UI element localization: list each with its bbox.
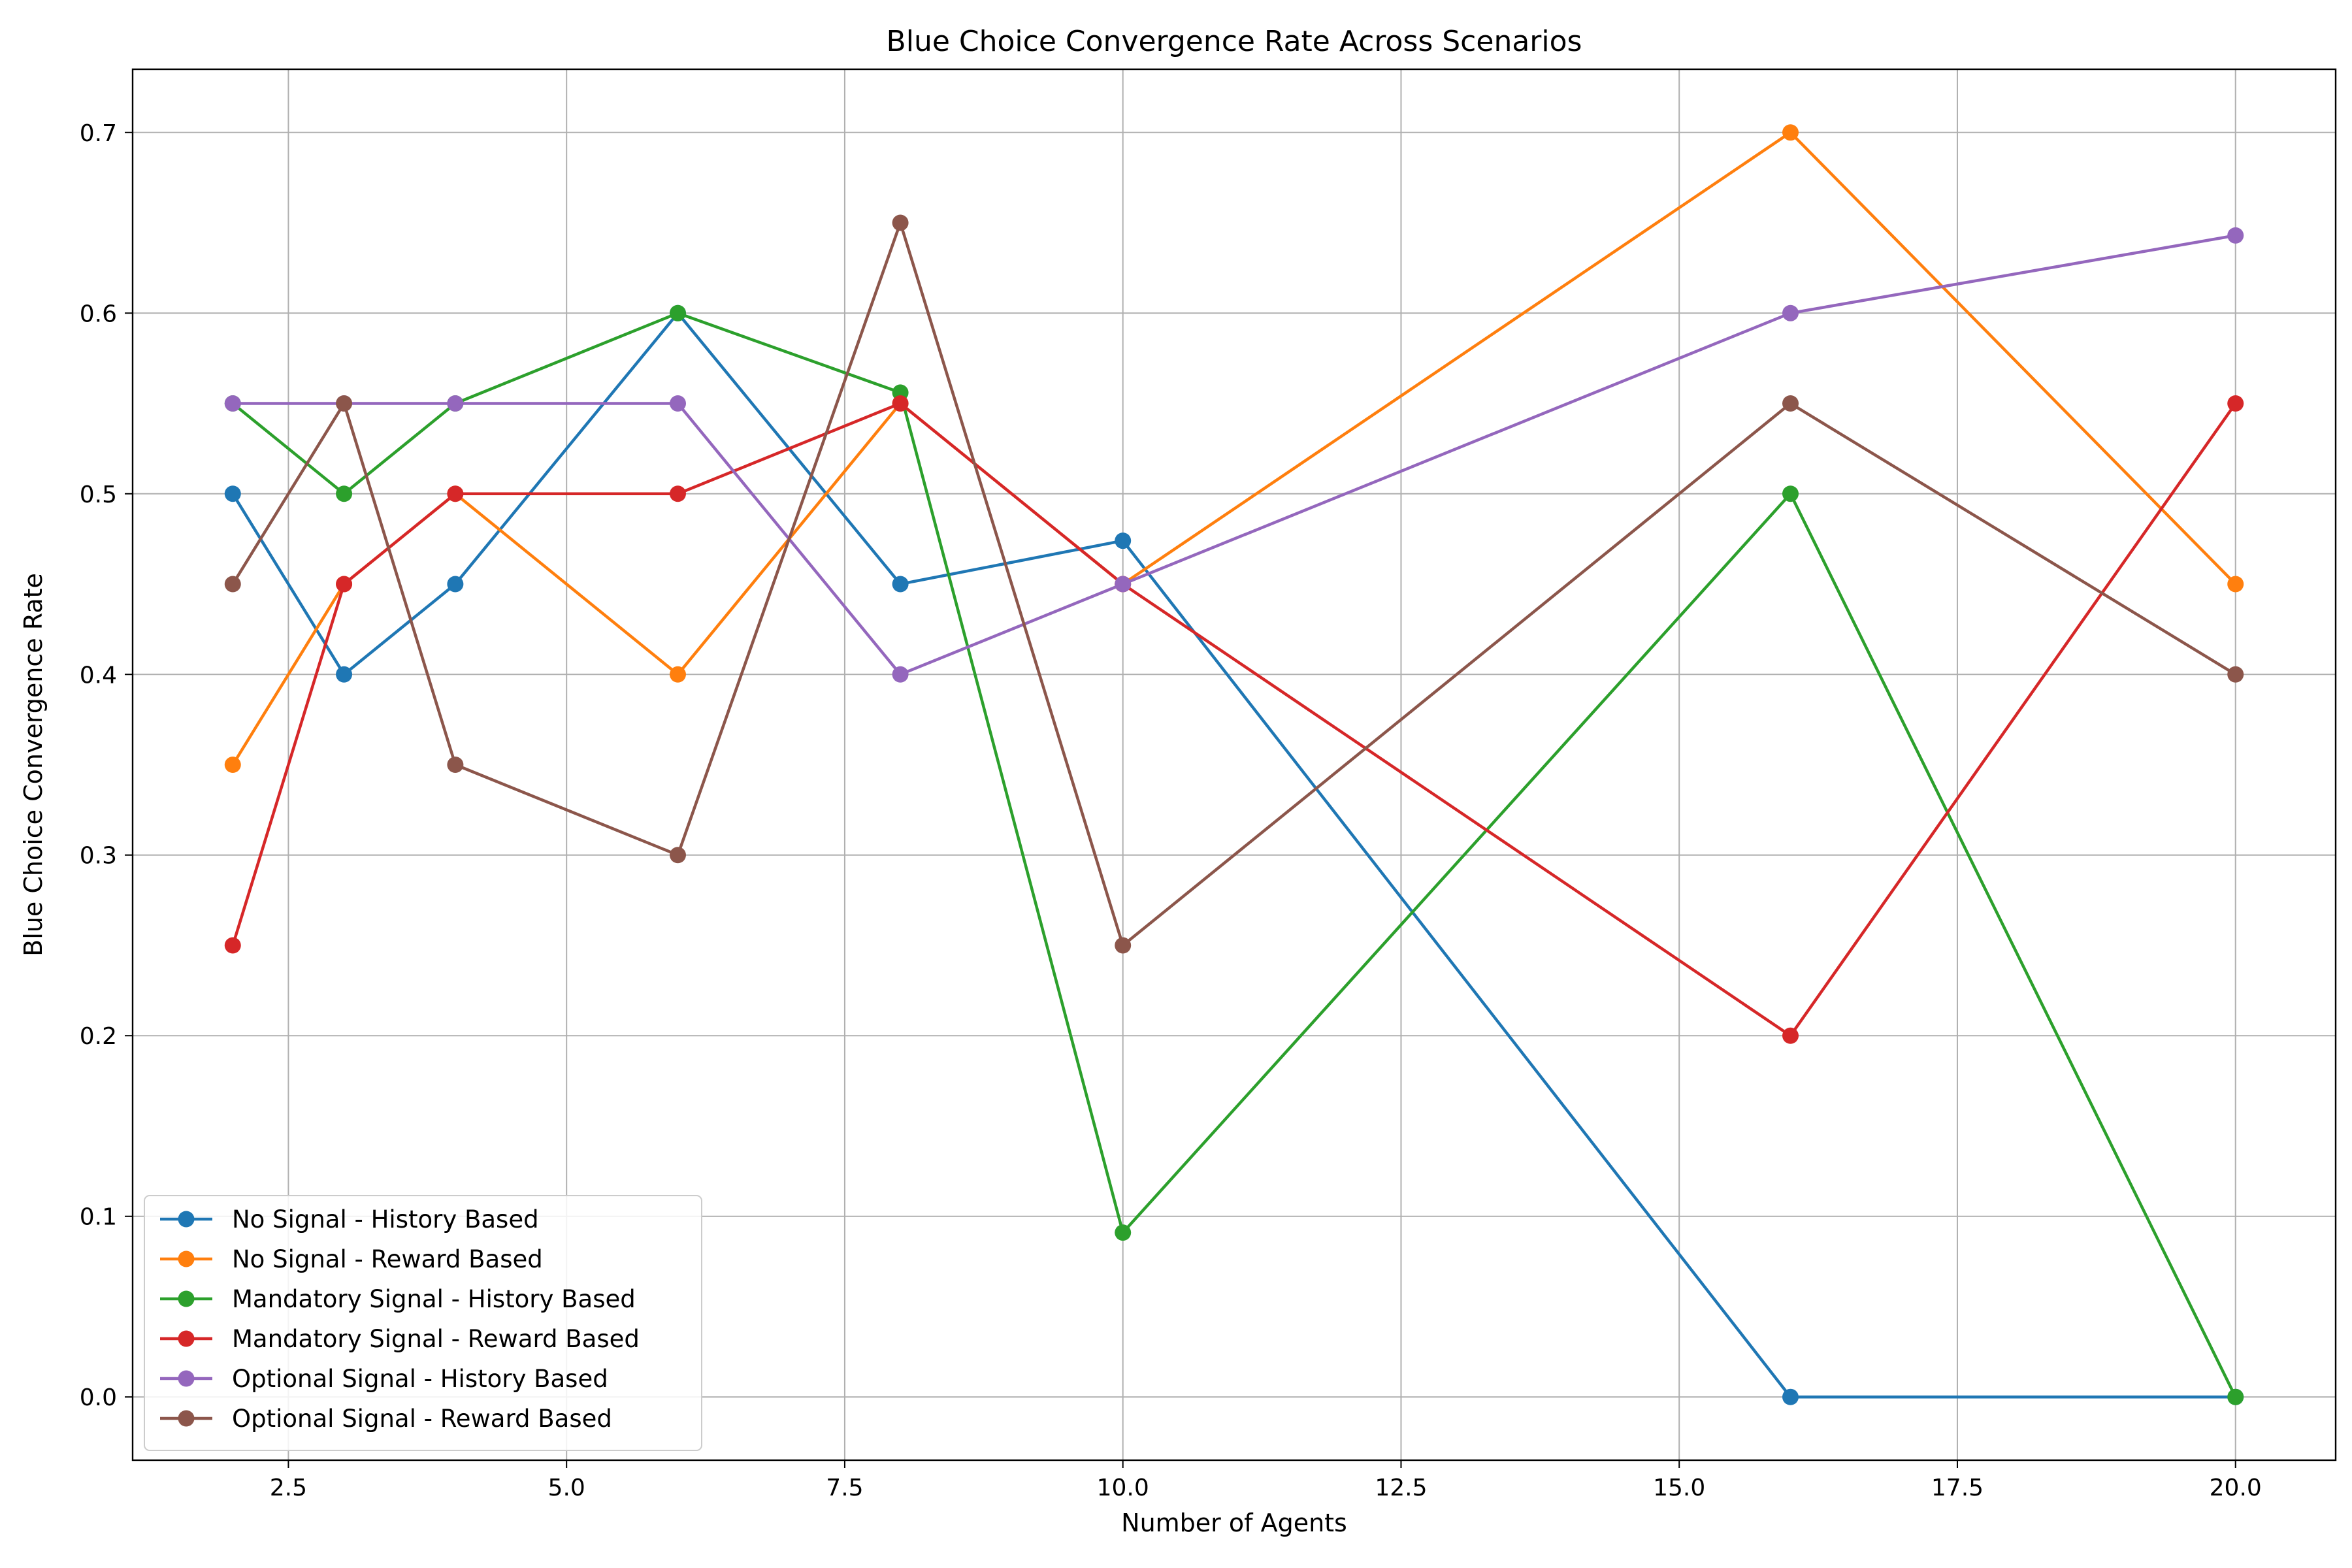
- legend-swatch-marker: [178, 1290, 195, 1307]
- data-point: [1782, 1027, 1799, 1044]
- data-point: [224, 757, 241, 773]
- series-layer: [224, 124, 2244, 1405]
- legend: No Signal - History Based No Signal - Rew…: [144, 1195, 702, 1451]
- legend-swatch-marker: [178, 1370, 195, 1387]
- x-tick-label: 12.5: [1375, 1475, 1427, 1501]
- series-line: [231, 221, 2236, 947]
- data-point: [336, 485, 353, 502]
- data-point: [447, 485, 464, 502]
- axis-ticks: 2.5 5.0 7.5 10.0 12.5 15.0 17.5 20.0 0.0 0.1 0.2 0.…: [80, 120, 2262, 1501]
- data-point: [1782, 485, 1799, 502]
- data-point: [2227, 1388, 2244, 1405]
- x-tick-label: 2.5: [270, 1475, 307, 1501]
- data-point: [669, 304, 686, 321]
- series-line: [231, 402, 2237, 1037]
- x-tick-label: 10.0: [1097, 1475, 1149, 1501]
- data-point: [669, 847, 686, 864]
- data-point: [2227, 576, 2244, 593]
- y-tick-label: 0.5: [80, 482, 117, 508]
- data-point: [336, 395, 353, 412]
- data-point: [336, 576, 353, 593]
- y-tick-label: 0.1: [80, 1204, 117, 1231]
- y-tick-label: 0.4: [80, 662, 117, 689]
- y-tick-label: 0.3: [80, 843, 117, 870]
- y-tick-label: 0.6: [80, 301, 117, 327]
- y-tick-label: 0.2: [80, 1023, 117, 1050]
- x-tick-label: 17.5: [1931, 1475, 1984, 1501]
- data-point: [892, 214, 909, 231]
- y-tick-label: 0.0: [80, 1384, 117, 1411]
- data-point: [224, 576, 241, 593]
- x-tick-label: 15.0: [1653, 1475, 1705, 1501]
- legend-swatch-marker: [178, 1410, 195, 1427]
- x-tick-label: 20.0: [2210, 1475, 2262, 1501]
- data-point: [224, 395, 241, 412]
- y-axis-label: Blue Choice Convergence Rate: [19, 573, 48, 956]
- data-point: [892, 666, 909, 683]
- legend-label: Mandatory Signal - History Based: [232, 1285, 636, 1313]
- legend-label: Mandatory Signal - Reward Based: [232, 1325, 640, 1353]
- legend-label: No Signal - Reward Based: [232, 1245, 543, 1273]
- x-tick-label: 5.0: [548, 1475, 585, 1501]
- plot-frame: [131, 68, 2337, 1462]
- data-point: [669, 395, 686, 412]
- data-point: [892, 576, 909, 593]
- data-point: [1115, 937, 1132, 954]
- data-point: [1115, 576, 1132, 593]
- legend-label: No Signal - History Based: [232, 1205, 539, 1233]
- data-point: [224, 937, 241, 954]
- data-point: [2227, 666, 2244, 683]
- data-point: [1782, 124, 1799, 141]
- x-tick-label: 7.5: [826, 1475, 863, 1501]
- data-point: [669, 485, 686, 502]
- legend-swatch-marker: [178, 1250, 195, 1267]
- chart-title: Blue Choice Convergence Rate Across Scen…: [887, 25, 1582, 58]
- data-point: [1782, 1388, 1799, 1405]
- legend-label: Optional Signal - History Based: [232, 1365, 608, 1393]
- data-point: [1115, 532, 1132, 549]
- y-tick-label: 0.7: [80, 120, 117, 147]
- data-point: [224, 485, 241, 502]
- data-point: [1782, 304, 1799, 321]
- legend-label: Optional Signal - Reward Based: [232, 1405, 612, 1433]
- data-point: [1782, 395, 1799, 412]
- data-point: [2227, 395, 2244, 412]
- x-axis-label: Number of Agents: [1121, 1509, 1347, 1537]
- data-point: [892, 395, 909, 412]
- data-point: [447, 576, 464, 593]
- data-point: [2227, 227, 2244, 244]
- data-point: [669, 666, 686, 683]
- legend-swatch-marker: [178, 1211, 195, 1228]
- legend-swatch-marker: [178, 1330, 195, 1347]
- data-point: [336, 666, 353, 683]
- legend-box: [144, 1195, 702, 1451]
- data-point: [447, 757, 464, 773]
- data-point: [447, 395, 464, 412]
- series-line: [231, 312, 2237, 1398]
- data-point: [1115, 1224, 1132, 1241]
